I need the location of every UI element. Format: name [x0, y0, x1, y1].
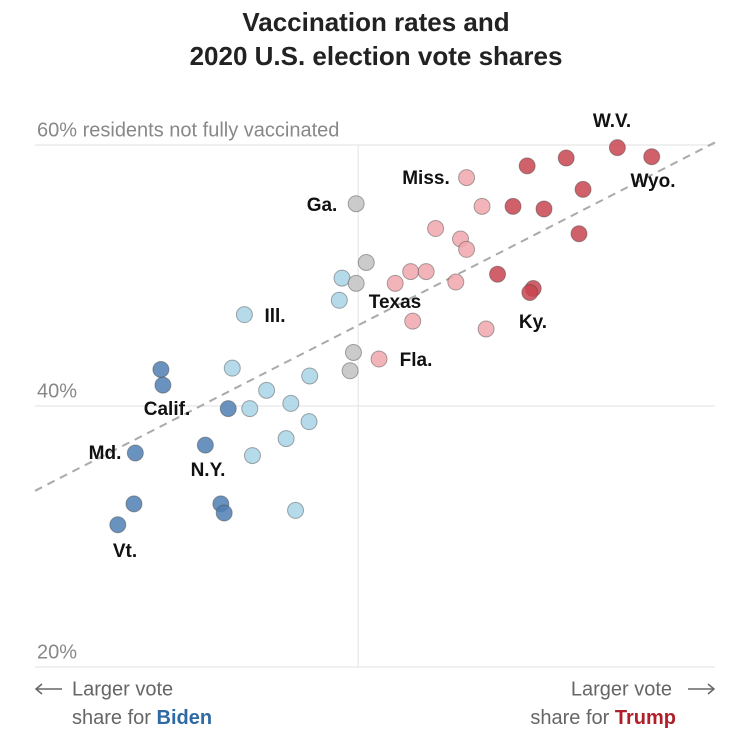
- annotation: N.Y.: [191, 460, 226, 481]
- point: [643, 148, 661, 166]
- annotation: Ky.: [519, 312, 547, 333]
- point: [277, 430, 295, 448]
- point: [521, 283, 539, 301]
- annotation: Ill.: [264, 306, 285, 327]
- x-label-emphasis: Biden: [157, 707, 213, 729]
- annotation: W.V.: [593, 111, 631, 132]
- y-tick-label: 20%: [37, 641, 77, 663]
- point: [386, 274, 404, 292]
- y-tick-label: 40%: [37, 380, 77, 402]
- point: [473, 197, 491, 215]
- arrow-head: [34, 683, 43, 695]
- point: [330, 291, 348, 309]
- point: [258, 381, 276, 399]
- point: [154, 376, 172, 394]
- arrow-head: [707, 683, 716, 695]
- point: [215, 504, 233, 522]
- point: [300, 413, 318, 431]
- annotation: Wyo.: [630, 171, 675, 192]
- point: [477, 320, 495, 338]
- x-label-text: share for: [72, 707, 151, 729]
- chart-title: 2020 U.S. election vote shares: [190, 41, 563, 71]
- point: [535, 200, 553, 218]
- annotation: Ga.: [307, 195, 338, 216]
- annotation: Texas: [369, 292, 421, 313]
- point: [125, 495, 143, 513]
- point: [235, 306, 253, 324]
- point: [504, 197, 522, 215]
- chart-title: Vaccination rates and: [242, 7, 509, 37]
- point: [570, 225, 588, 243]
- point: [196, 436, 214, 454]
- x-label: Larger vote: [72, 678, 173, 700]
- point: [417, 263, 435, 281]
- point: [109, 516, 127, 534]
- point: [574, 180, 592, 198]
- point: [489, 265, 507, 283]
- x-label: share for Trump: [530, 707, 676, 729]
- x-label: share for Biden: [72, 707, 212, 729]
- point: [357, 253, 375, 271]
- trend-line: [34, 141, 716, 492]
- point: [347, 274, 365, 292]
- point: [241, 400, 259, 418]
- point: [402, 263, 420, 281]
- x-label-right: Larger vote share for Trump: [530, 678, 716, 729]
- point: [608, 139, 626, 157]
- point: [557, 149, 575, 167]
- annotation: Vt.: [113, 541, 137, 562]
- point: [282, 394, 300, 412]
- point: [243, 447, 261, 465]
- point: [427, 220, 445, 238]
- point: [287, 501, 305, 519]
- point: [347, 195, 365, 213]
- point: [344, 343, 362, 361]
- point: [301, 367, 319, 385]
- x-label-left: Larger vote share for Biden: [34, 678, 212, 729]
- point: [458, 169, 476, 187]
- x-label: Larger vote: [571, 678, 672, 700]
- x-label-emphasis: Trump: [615, 707, 676, 729]
- point: [126, 444, 144, 462]
- x-label-text: share for: [530, 707, 609, 729]
- annotations: W.V. Wyo. Miss. Ga. Texas Ill. Ky. Fla. …: [89, 111, 676, 562]
- point: [152, 360, 170, 378]
- point: [518, 157, 536, 175]
- annotation: Calif.: [144, 399, 190, 420]
- point: [458, 240, 476, 258]
- point: [404, 312, 422, 330]
- annotation: Fla.: [400, 350, 433, 371]
- point: [341, 362, 359, 380]
- point: [223, 359, 241, 377]
- point: [333, 269, 351, 287]
- point: [370, 350, 388, 368]
- y-tick-label: 60% residents not fully vaccinated: [37, 119, 339, 141]
- point: [447, 273, 465, 291]
- annotation: Miss.: [402, 168, 450, 189]
- annotation: Md.: [89, 443, 122, 464]
- point: [219, 400, 237, 418]
